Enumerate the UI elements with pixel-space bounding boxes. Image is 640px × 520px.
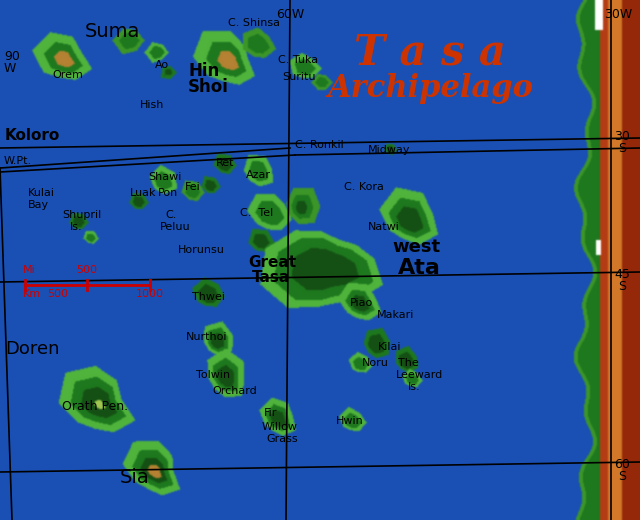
Text: 30: 30	[614, 130, 630, 143]
Text: Piao: Piao	[350, 298, 373, 308]
Text: Archipelago: Archipelago	[327, 72, 533, 103]
Text: 500: 500	[77, 265, 97, 275]
Text: W: W	[4, 62, 17, 75]
Text: Kulai: Kulai	[28, 188, 55, 198]
Text: Is.: Is.	[408, 382, 420, 392]
Text: 500: 500	[47, 289, 68, 299]
Text: C. Shinsa: C. Shinsa	[228, 18, 280, 28]
Text: Doren: Doren	[5, 340, 60, 358]
Text: west: west	[392, 238, 440, 256]
Text: C. Ronkil: C. Ronkil	[295, 140, 344, 150]
Text: Grass: Grass	[266, 434, 298, 444]
Text: Sia: Sia	[120, 468, 150, 487]
Text: Ata: Ata	[398, 258, 441, 278]
Text: Ao: Ao	[155, 60, 169, 70]
Text: S: S	[618, 142, 626, 155]
Text: Orchard: Orchard	[212, 386, 257, 396]
Text: Hish: Hish	[140, 100, 164, 110]
Text: Peluu: Peluu	[160, 222, 191, 232]
Text: Tolwin: Tolwin	[196, 370, 230, 380]
Text: Suma: Suma	[85, 22, 140, 41]
Text: C.  Tel: C. Tel	[240, 208, 273, 218]
Text: Nurthoi: Nurthoi	[186, 332, 227, 342]
Text: Km: Km	[23, 289, 41, 299]
Text: Hwin: Hwin	[336, 416, 364, 426]
Text: Leeward: Leeward	[396, 370, 444, 380]
Text: C.: C.	[165, 210, 177, 220]
Text: S: S	[618, 470, 626, 483]
Text: Suritu: Suritu	[282, 72, 316, 82]
Text: 45: 45	[614, 268, 630, 281]
Text: C. Kora: C. Kora	[344, 182, 384, 192]
Text: Shoi: Shoi	[188, 78, 229, 96]
Text: C. Tuka: C. Tuka	[278, 55, 318, 65]
Text: 30W: 30W	[604, 8, 632, 21]
Text: Ret: Ret	[216, 158, 234, 168]
Text: The: The	[398, 358, 419, 368]
Text: Tasa: Tasa	[252, 270, 291, 285]
Text: Azar: Azar	[246, 170, 271, 180]
Text: Mi: Mi	[23, 265, 36, 275]
Text: W.Pt.: W.Pt.	[4, 156, 32, 166]
Text: Horunsu: Horunsu	[178, 245, 225, 255]
Text: Midway: Midway	[368, 145, 410, 155]
Text: Noru: Noru	[362, 358, 389, 368]
Text: Fir: Fir	[264, 408, 277, 418]
Text: Kilai: Kilai	[378, 342, 401, 352]
Text: 90: 90	[4, 50, 20, 63]
Text: Orath Pen.: Orath Pen.	[62, 400, 128, 413]
Text: Koloro: Koloro	[5, 128, 60, 143]
Text: Shawi: Shawi	[148, 172, 181, 182]
Text: 1000: 1000	[136, 289, 164, 299]
Text: 60: 60	[614, 458, 630, 471]
Text: Fei: Fei	[185, 182, 201, 192]
Text: S: S	[618, 280, 626, 293]
Text: Orem: Orem	[52, 70, 83, 80]
Text: Thwei: Thwei	[192, 292, 225, 302]
Text: 60W: 60W	[276, 8, 304, 21]
Text: Makari: Makari	[377, 310, 414, 320]
Text: Pon: Pon	[158, 188, 179, 198]
Text: Luak: Luak	[130, 188, 157, 198]
Text: Is.: Is.	[70, 222, 83, 232]
Text: Bay: Bay	[28, 200, 49, 210]
Text: Hin: Hin	[188, 62, 220, 80]
Text: Great: Great	[248, 255, 296, 270]
Text: Natwi: Natwi	[368, 222, 400, 232]
Text: Willow: Willow	[262, 422, 298, 432]
Text: T a s a: T a s a	[354, 31, 506, 73]
Text: Shupril: Shupril	[62, 210, 101, 220]
